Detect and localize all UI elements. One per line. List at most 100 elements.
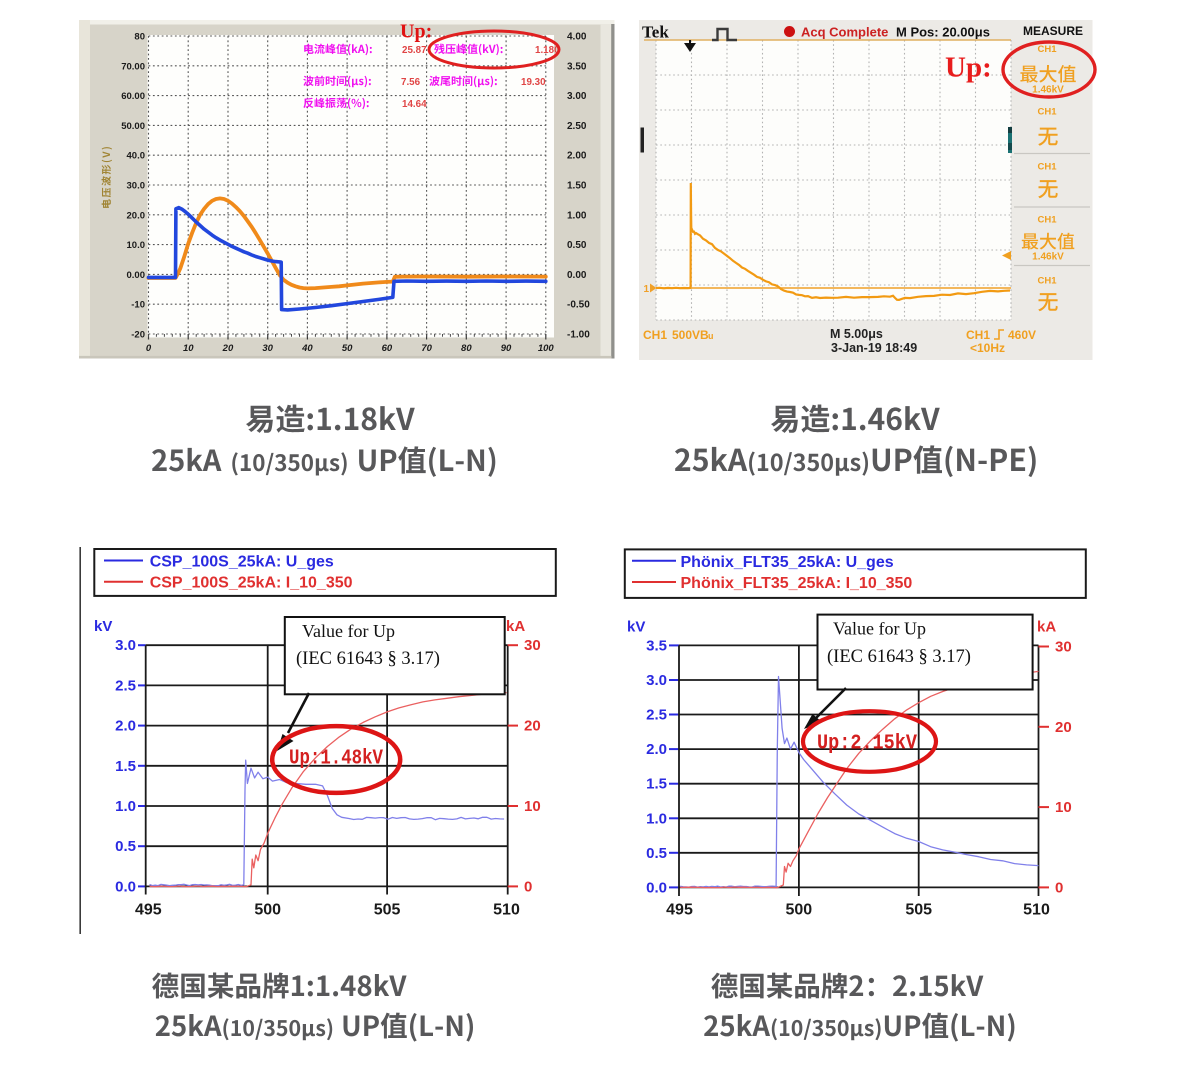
- svg-text:Phönix_FLT35_25kA: U_ges: Phönix_FLT35_25kA: U_ges: [681, 554, 894, 571]
- svg-text:-1.00: -1.00: [567, 330, 590, 341]
- svg-text:3.00: 3.00: [567, 91, 587, 102]
- svg-text:460V: 460V: [1008, 328, 1036, 342]
- svg-text:0.00: 0.00: [127, 270, 146, 281]
- svg-text:0: 0: [146, 343, 152, 354]
- svg-text:30: 30: [1055, 639, 1072, 656]
- svg-text:7.56: 7.56: [401, 77, 421, 88]
- svg-text:80: 80: [461, 343, 472, 354]
- svg-text:1.180: 1.180: [535, 45, 560, 56]
- svg-text:0.0: 0.0: [115, 878, 136, 895]
- svg-text:3.0: 3.0: [115, 637, 136, 654]
- svg-text:60.00: 60.00: [121, 91, 145, 102]
- svg-text:20: 20: [1055, 719, 1072, 736]
- svg-text:80: 80: [134, 32, 145, 43]
- svg-text:10: 10: [1055, 799, 1072, 816]
- svg-text:0: 0: [1055, 879, 1063, 896]
- svg-text:0.5: 0.5: [646, 845, 667, 862]
- svg-text:CH1: CH1: [1037, 107, 1057, 118]
- svg-text:10: 10: [524, 798, 541, 815]
- svg-text:M 5.00μs: M 5.00μs: [830, 327, 883, 341]
- svg-text:CH1: CH1: [1037, 162, 1057, 173]
- svg-text:30.0: 30.0: [127, 181, 146, 192]
- svg-text:505: 505: [905, 902, 932, 919]
- svg-text:19.30: 19.30: [521, 77, 546, 88]
- svg-text:14.64: 14.64: [402, 99, 427, 110]
- svg-text:CH1: CH1: [1037, 44, 1057, 55]
- svg-text:20: 20: [222, 343, 234, 354]
- svg-text:1: 1: [644, 284, 650, 295]
- svg-text:2.00: 2.00: [567, 151, 587, 162]
- svg-text:510: 510: [493, 902, 520, 919]
- svg-text:Tek: Tek: [642, 23, 669, 42]
- svg-text:60: 60: [382, 343, 393, 354]
- svg-text:CSP_100S_25kA: I_10_350: CSP_100S_25kA: I_10_350: [150, 575, 353, 592]
- svg-text:40: 40: [301, 343, 313, 354]
- svg-text:2.0: 2.0: [115, 718, 136, 735]
- svg-text:500: 500: [785, 902, 812, 919]
- svg-text:90: 90: [501, 343, 512, 354]
- svg-text:-20: -20: [131, 330, 145, 341]
- svg-text:2.5: 2.5: [646, 707, 667, 724]
- svg-text:Acq Complete: Acq Complete: [801, 25, 888, 40]
- svg-text:3-Jan-19 18:49: 3-Jan-19 18:49: [831, 341, 917, 355]
- svg-text:3.5: 3.5: [646, 637, 667, 654]
- svg-text:1.0: 1.0: [115, 798, 136, 815]
- svg-text:CH1: CH1: [1037, 215, 1057, 226]
- svg-text:3.50: 3.50: [567, 61, 587, 72]
- svg-text:1.50: 1.50: [567, 181, 587, 192]
- svg-text:25.87: 25.87: [402, 45, 427, 56]
- svg-text:Up:: Up:: [400, 21, 432, 43]
- svg-text:Up:1.48kV: Up:1.48kV: [289, 748, 383, 771]
- svg-text:500VB: 500VB: [672, 328, 709, 342]
- svg-text:505: 505: [374, 902, 401, 919]
- svg-text:CSP_100S_25kA: U_ges: CSP_100S_25kA: U_ges: [150, 554, 334, 571]
- svg-text:20: 20: [524, 718, 541, 735]
- svg-text:kV: kV: [94, 618, 112, 635]
- svg-text:2.0: 2.0: [646, 741, 667, 758]
- svg-text:-10: -10: [131, 300, 145, 311]
- svg-text:1.00: 1.00: [567, 210, 587, 221]
- svg-text:Up:: Up:: [945, 52, 992, 84]
- svg-text:kA: kA: [506, 618, 525, 635]
- svg-text:kV: kV: [627, 619, 645, 636]
- svg-text:M Pos: 20.00μs: M Pos: 20.00μs: [896, 25, 990, 40]
- svg-text:3.0: 3.0: [646, 672, 667, 689]
- svg-text:Value for Up: Value for Up: [302, 621, 395, 641]
- svg-text:0.50: 0.50: [567, 240, 587, 251]
- svg-text:1.46kV: 1.46kV: [1032, 252, 1064, 263]
- svg-text:Phönix_FLT35_25kA: I_10_350: Phönix_FLT35_25kA: I_10_350: [681, 575, 913, 592]
- svg-text:CH1: CH1: [1037, 276, 1057, 287]
- svg-text:10: 10: [183, 343, 194, 354]
- svg-text:30: 30: [262, 343, 273, 354]
- svg-text:<10Hz: <10Hz: [970, 341, 1005, 355]
- svg-text:1.5: 1.5: [646, 776, 667, 793]
- svg-text:1.0: 1.0: [646, 810, 667, 827]
- svg-text:u: u: [708, 331, 714, 341]
- svg-text:50.00: 50.00: [121, 121, 145, 132]
- svg-text:Value for Up: Value for Up: [833, 619, 926, 639]
- svg-text:Up:2.15kV: Up:2.15kV: [817, 733, 917, 756]
- svg-text:495: 495: [135, 902, 162, 919]
- svg-text:50: 50: [342, 343, 353, 354]
- svg-text:0.5: 0.5: [115, 838, 136, 855]
- svg-text:1.5: 1.5: [115, 758, 136, 775]
- svg-text:2.50: 2.50: [567, 121, 587, 132]
- svg-text:CH1: CH1: [966, 328, 990, 342]
- svg-text:40.0: 40.0: [127, 151, 146, 162]
- svg-text:CH1: CH1: [643, 328, 667, 342]
- svg-text:0.0: 0.0: [646, 879, 667, 896]
- svg-text:(IEC 61643 § 3.17): (IEC 61643 § 3.17): [296, 649, 440, 669]
- svg-text:100: 100: [538, 343, 555, 354]
- svg-text:500: 500: [254, 902, 281, 919]
- svg-text:-0.50: -0.50: [567, 300, 590, 311]
- svg-text:20.0: 20.0: [127, 210, 146, 221]
- svg-text:0: 0: [524, 878, 532, 895]
- svg-text:kA: kA: [1037, 619, 1056, 636]
- svg-text:70: 70: [421, 343, 432, 354]
- svg-text:495: 495: [666, 902, 693, 919]
- svg-text:1.46kV: 1.46kV: [1032, 85, 1064, 96]
- svg-text:510: 510: [1023, 902, 1050, 919]
- svg-text:30: 30: [524, 637, 541, 654]
- svg-text:2.5: 2.5: [115, 677, 136, 694]
- svg-text:70.00: 70.00: [121, 61, 145, 72]
